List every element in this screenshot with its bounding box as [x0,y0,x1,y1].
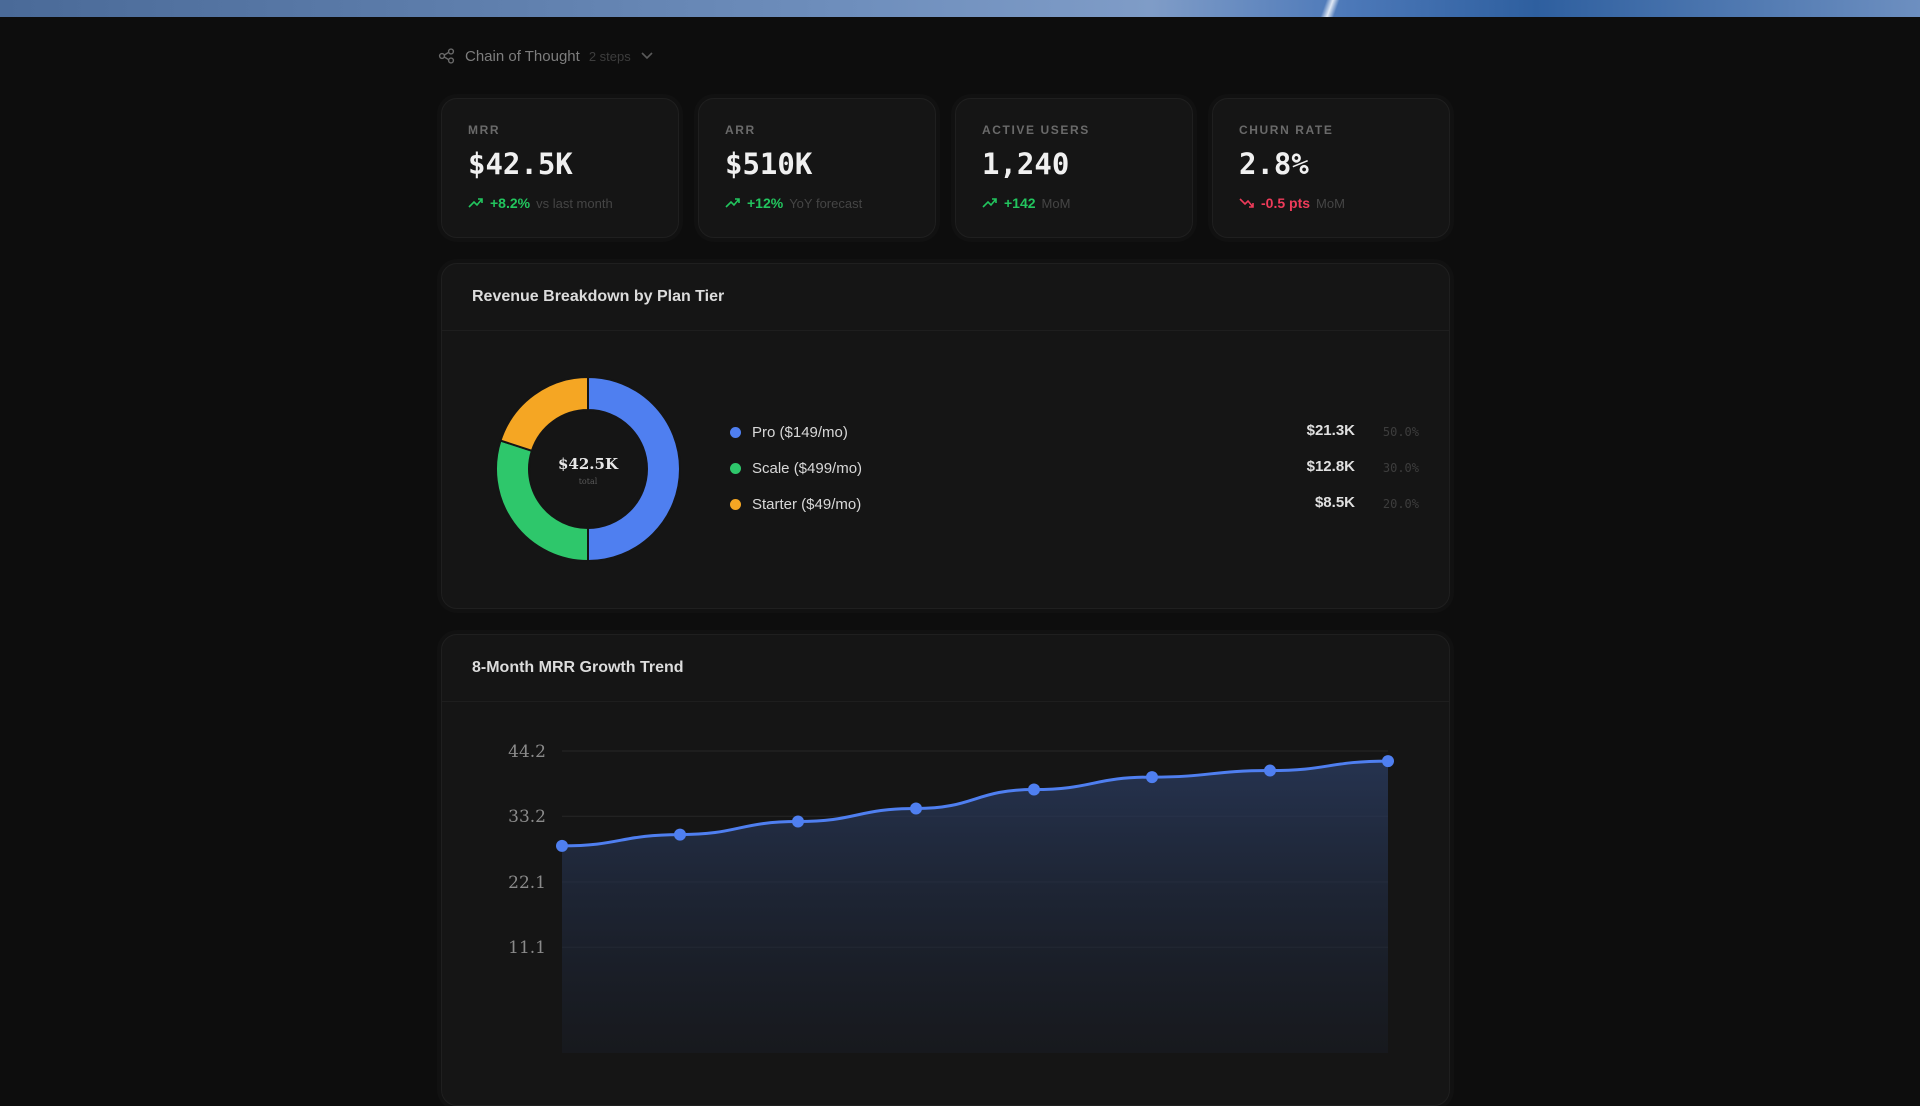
y-tick-label: 44.2 [508,742,546,762]
y-tick-label: 33.2 [508,807,546,827]
donut-slice-3 [499,375,589,453]
panel-divider [442,701,1449,702]
donut-chart: $42.5K total [495,375,681,563]
legend-dot-orange [730,498,741,510]
legend-item-scale: Scale ($499/mo) [730,458,862,478]
kpi-card-arr: ARR $510K +12% YoY forecast [698,98,936,238]
kpi-label: ARR [725,123,756,137]
kpi-card-churn-rate: CHURN RATE 2.8% -0.5 pts MoM [1212,98,1450,238]
kpi-delta: +12% [747,195,784,211]
kpi-label: ACTIVE USERS [982,123,1090,137]
data-point-4[interactable] [910,802,922,815]
legend-label: Pro ($149/mo) [752,423,848,441]
kpi-value: $510K [725,147,813,181]
kpi-value: 2.8% [1239,147,1309,181]
panel-title: 8-Month MRR Growth Trend [472,659,684,676]
series-line [561,759,1389,848]
chevron-down-icon [641,52,653,60]
branch-icon [438,48,455,64]
legend-label: Starter ($49/mo) [752,495,862,513]
legend-value: $8.5K [1314,494,1355,511]
legend-value: $12.8K [1306,458,1355,475]
y-tick-label: 22.1 [508,873,546,893]
kpi-card-active-users: ACTIVE USERS 1,240 +142 MoM [955,98,1193,238]
kpi-value: 1,240 [982,147,1070,181]
legend-percent: 30.0% [1382,461,1419,475]
window-highlight [1300,0,1360,17]
revenue-breakdown-panel: Revenue Breakdown by Plan Tier $42.5K to… [441,263,1450,609]
trend-up-icon [982,198,997,208]
legend-percent: 20.0% [1382,497,1419,511]
panel-title: Revenue Breakdown by Plan Tier [472,288,725,305]
legend-dot-green [730,462,741,474]
donut-center-value: $42.5K [558,455,619,473]
mrr-area-chart: 44.2 33.2 22.1 11.1 [508,742,1394,1053]
mrr-trend-panel: 8-Month MRR Growth Trend 44.2 33.2 22.1 11.… [441,634,1450,1106]
kpi-delta: +142 [1004,195,1036,211]
area-fill [562,761,1388,1053]
top-window-strip [0,0,1920,17]
legend-item-starter: Starter ($49/mo) [730,494,861,514]
kpi-value: $42.5K [468,147,573,181]
legend-label: Scale ($499/mo) [752,459,863,477]
kpi-delta: -0.5 pts [1261,195,1311,211]
kpi-note: vs last month [536,195,613,211]
kpi-label: MRR [468,123,501,137]
y-tick-label: 11.1 [508,938,546,958]
legend-percent: 50.0% [1382,425,1419,439]
data-point-2[interactable] [674,828,686,841]
data-point-3[interactable] [792,815,804,828]
panel-divider [442,330,1449,331]
trend-up-icon [725,198,740,208]
legend-item-pro: Pro ($149/mo) [730,422,848,442]
data-point-5[interactable] [1028,783,1040,796]
data-point-1[interactable] [556,839,568,852]
legend-value: $21.3K [1306,422,1355,439]
chain-of-thought-steps: 2 steps [588,48,631,64]
chain-of-thought-toggle[interactable]: Chain of Thought 2 steps [438,46,654,66]
kpi-note: YoY forecast [789,195,863,211]
legend-dot-blue [730,426,741,438]
data-point-8[interactable] [1382,755,1394,768]
kpi-note: MoM [1316,195,1345,211]
trend-up-icon [468,198,483,208]
data-point-7[interactable] [1264,764,1276,777]
trend-down-icon [1239,198,1254,208]
donut-center-label: total [579,477,598,486]
data-point-6[interactable] [1146,771,1158,784]
kpi-label: CHURN RATE [1239,123,1334,137]
kpi-delta: +8.2% [490,195,531,211]
kpi-card-mrr: MRR $42.5K +8.2% vs last month [441,98,679,238]
chain-of-thought-label: Chain of Thought [465,47,580,65]
kpi-note: MoM [1041,195,1071,211]
donut-slice-1 [587,375,681,563]
